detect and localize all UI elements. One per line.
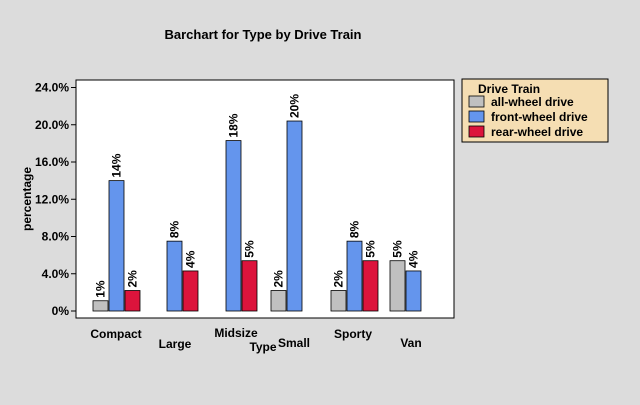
bar-large-2 [182,270,199,312]
bar-midsize-1 [225,140,242,312]
bar-data-label: 18% [227,113,241,137]
legend-title: Drive Train [478,82,540,96]
bar-data-label: 2% [272,270,286,288]
bar-sporty-1 [346,240,363,312]
bar-compact-2 [124,290,141,312]
x-tick-label: Large [159,337,192,351]
bar-data-label: 5% [391,240,405,258]
legend-entry-0: all-wheel drive [491,95,574,109]
bars [92,120,422,312]
bar-data-label: 4% [184,250,198,268]
bar-data-label: 5% [243,240,257,258]
y-axis-label: percentage [20,167,34,231]
y-tick-label: 12.0% [35,192,69,206]
bar-van-1 [405,270,422,312]
y-axis: 0% 4.0% 8.0% 12.0% 16.0% 20.0% 24.0% [35,81,76,318]
bar-data-label: 5% [364,240,378,258]
bar-sporty-2 [362,260,379,312]
bar-compact-1 [108,180,125,312]
bar-van-0 [389,260,406,312]
bar-data-label: 2% [332,270,346,288]
x-tick-labels: Compact Large Midsize Small Sporty Van [90,326,421,351]
legend-swatch-1 [468,110,485,123]
legend-swatch-2 [468,125,485,138]
y-tick-label: 16.0% [35,155,69,169]
x-axis-label: Type [249,340,276,354]
bar-data-label: 20% [288,94,302,118]
bar-data-label: 8% [168,220,182,238]
y-tick-label: 20.0% [35,118,69,132]
x-tick-label: Sporty [334,327,372,341]
bar-small-1 [286,120,303,312]
y-tick-label: 4.0% [42,267,70,281]
bar-large-1 [166,240,183,312]
bar-compact-0 [92,300,109,312]
legend-entry-1: front-wheel drive [491,110,588,124]
bar-midsize-2 [241,260,258,312]
legend-box [461,78,609,143]
x-tick-label: Van [400,336,421,350]
x-tick-label: Midsize [214,326,258,340]
bar-data-label: 2% [126,270,140,288]
bar-data-label: 4% [407,250,421,268]
bar-small-0 [270,290,287,312]
bar-data-label: 1% [94,280,108,298]
x-tick-label: Compact [90,327,141,341]
legend-swatch-0 [468,95,485,108]
y-tick-label: 0% [52,304,70,318]
chart-title: Barchart for Type by Drive Train [165,27,362,42]
y-tick-label: 24.0% [35,81,69,95]
bar-data-label: 14% [110,153,124,177]
bar-sporty-0 [330,290,347,312]
bar-labels: 1%14%2%8%4%18%5%2%20%2%8%5% 5%4% [94,94,421,298]
bar-data-label: 8% [348,220,362,238]
y-tick-label: 8.0% [42,230,70,244]
legend-entry-2: rear-wheel drive [491,125,583,139]
x-tick-label: Small [278,336,310,350]
